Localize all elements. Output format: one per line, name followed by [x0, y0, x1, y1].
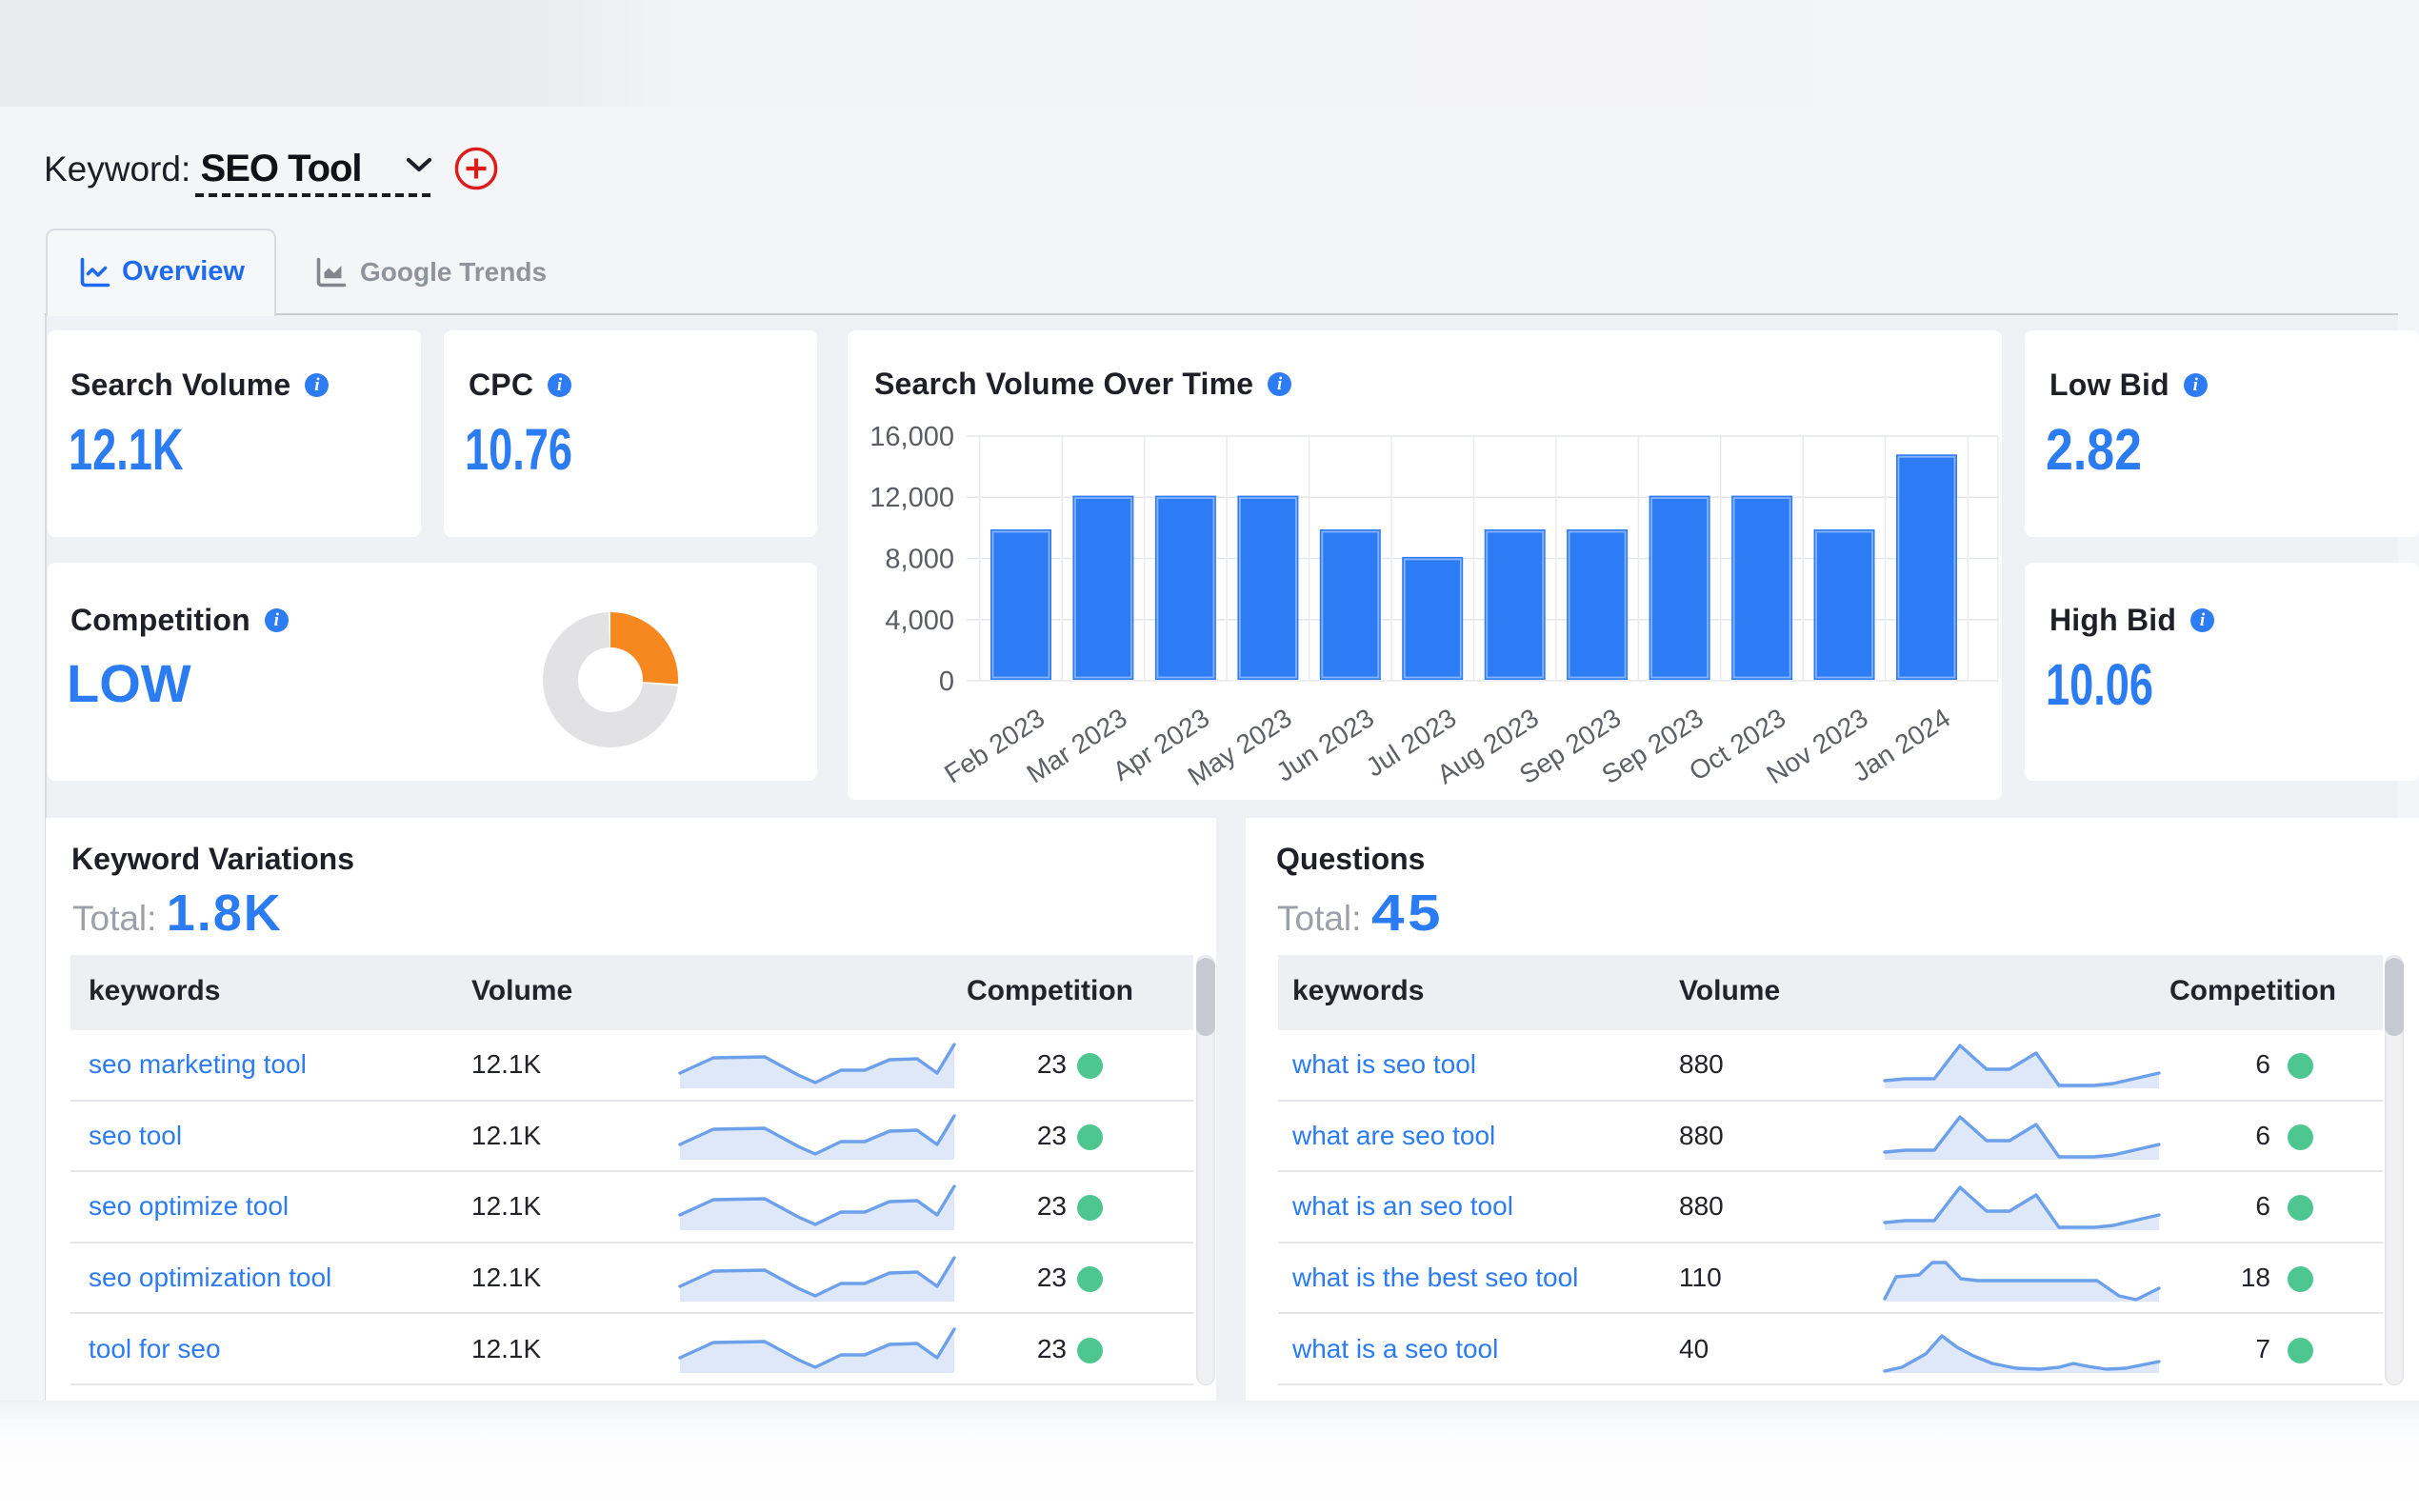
svg-text:12,000: 12,000 — [870, 483, 954, 513]
svg-text:16,000: 16,000 — [870, 422, 954, 452]
svg-text:0: 0 — [939, 666, 954, 697]
svg-text:4,000: 4,000 — [885, 606, 954, 636]
svg-text:8,000: 8,000 — [885, 545, 954, 575]
